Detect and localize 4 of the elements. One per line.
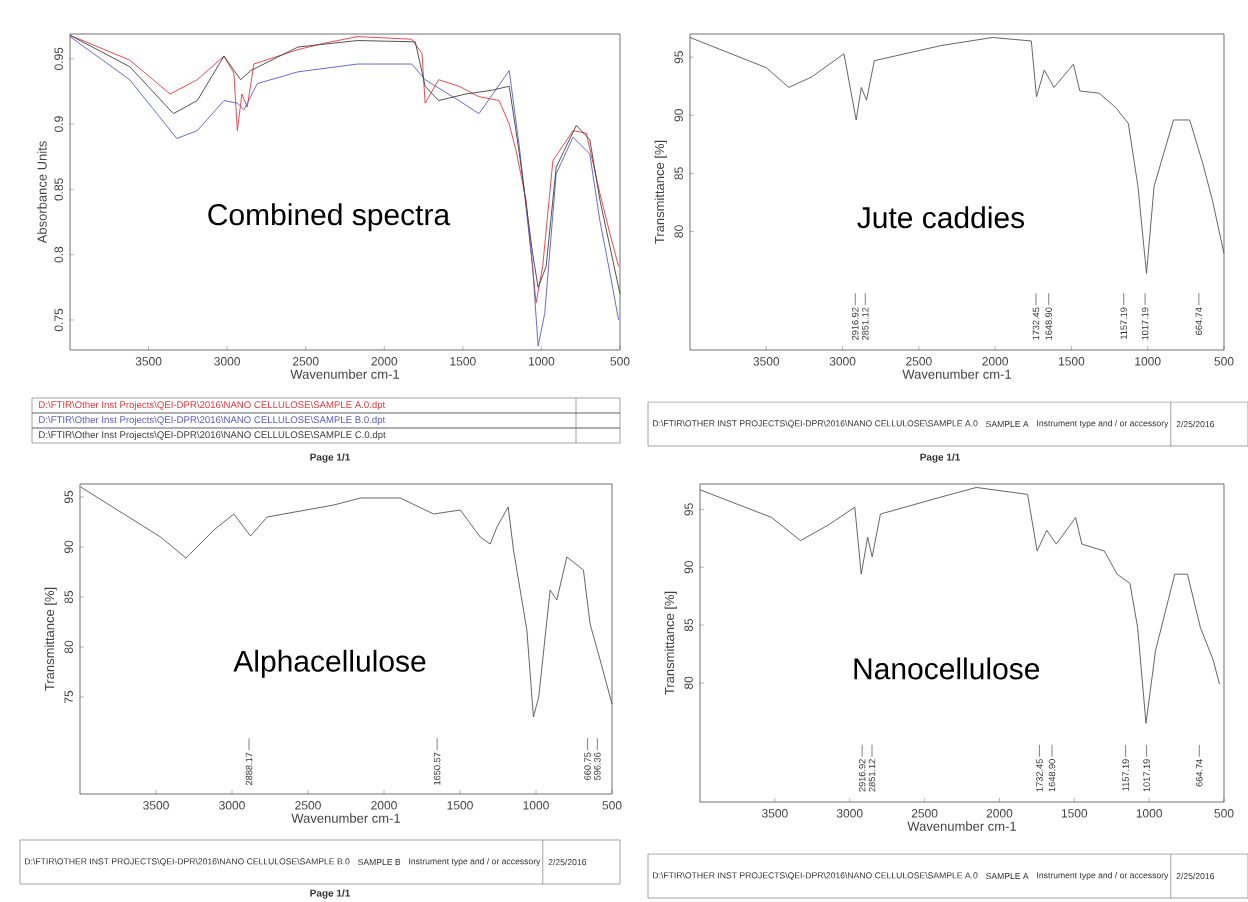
- text: Alphacellulose: [233, 649, 426, 678]
- text: Nanocellulose: [854, 657, 1040, 680]
- text: Jute caddies: [857, 206, 1025, 229]
- text: Combined spectra: [208, 203, 451, 232]
